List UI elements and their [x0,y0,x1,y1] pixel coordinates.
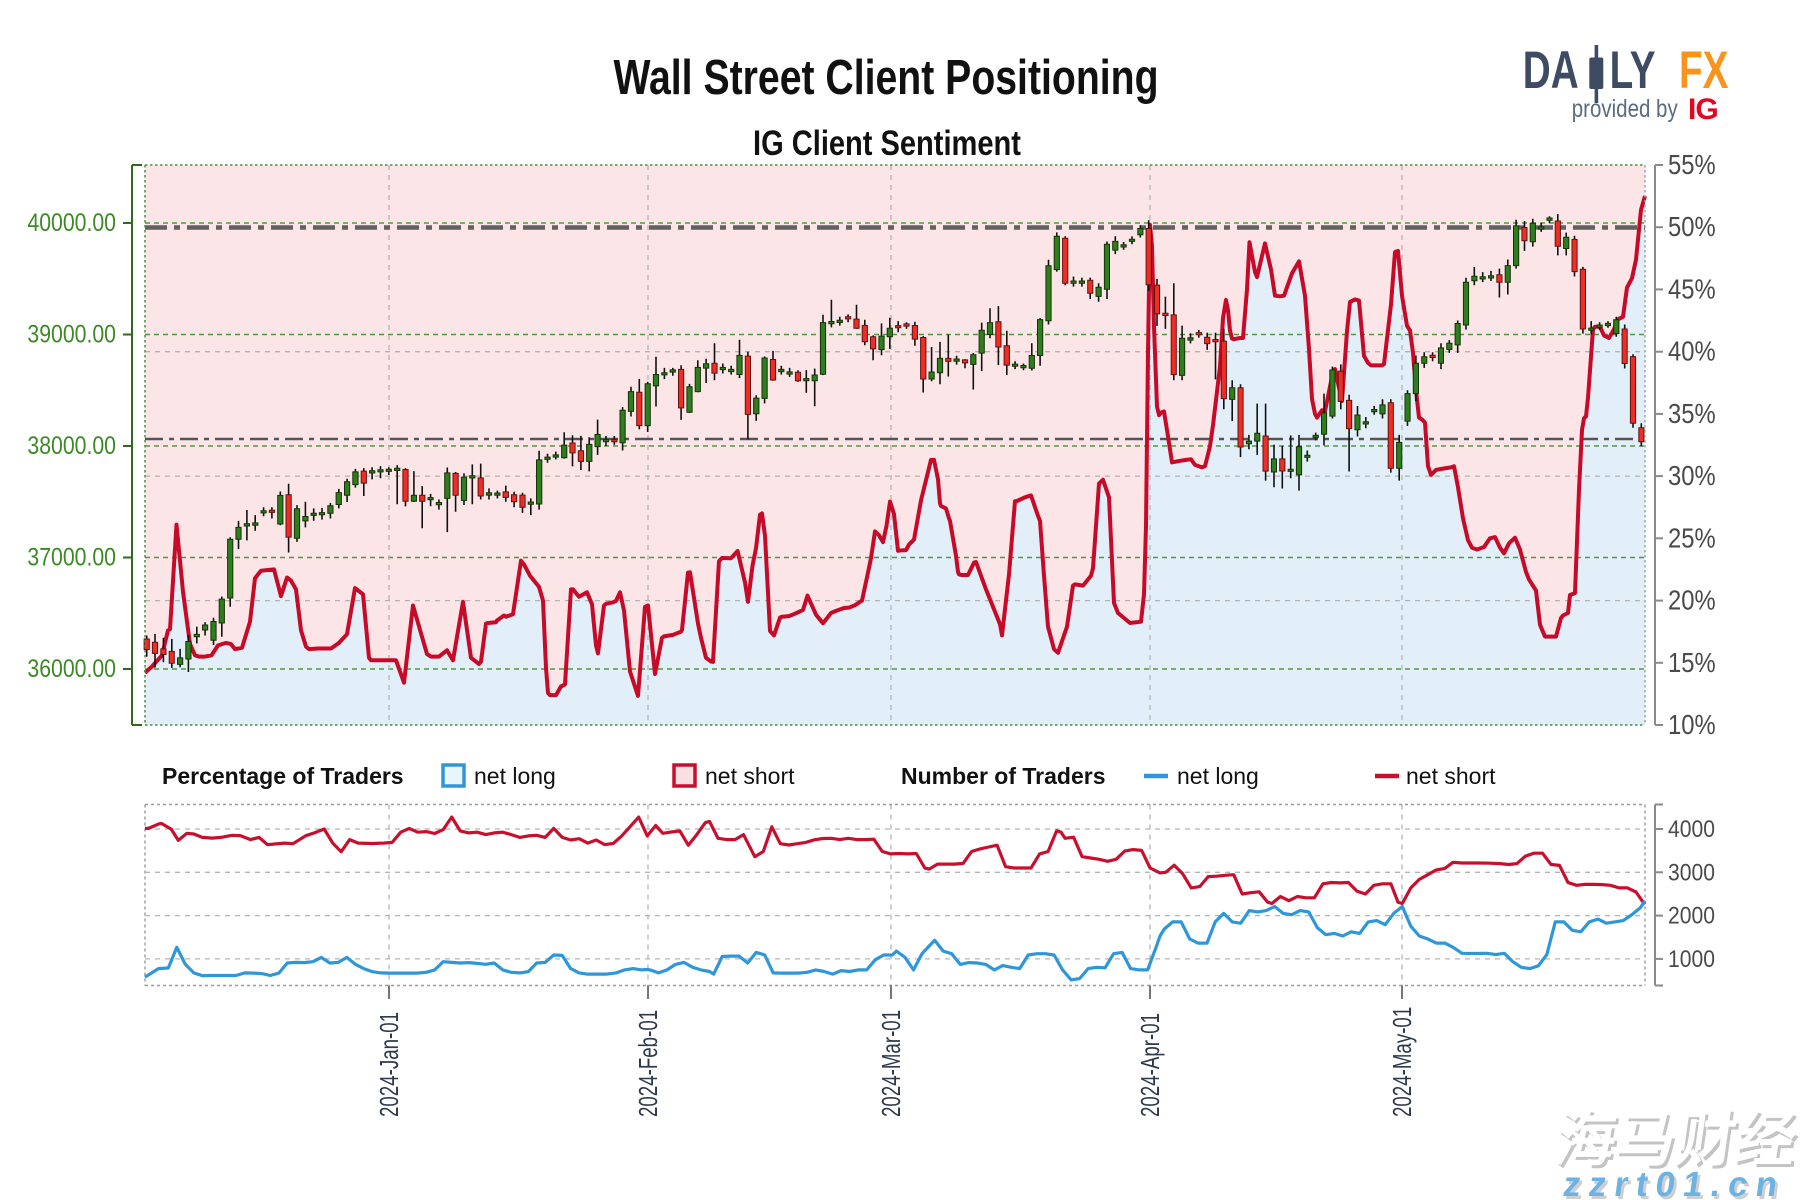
svg-text:2024-Jan-01: 2024-Jan-01 [374,1012,404,1117]
svg-text:35%: 35% [1668,397,1716,429]
svg-text:45%: 45% [1668,273,1716,305]
svg-text:Wall Street Client Positioning: Wall Street Client Positioning [613,51,1158,105]
svg-text:38000.00: 38000.00 [27,431,116,459]
svg-text:zzrt01.cn: zzrt01.cn [1561,1165,1788,1200]
svg-text:1000: 1000 [1668,946,1715,973]
svg-text:zzrt01.cn: zzrt01.cn [1563,1168,1790,1200]
svg-text:25%: 25% [1668,521,1716,553]
svg-text:10%: 10% [1668,708,1716,740]
svg-text:IG: IG [1688,93,1718,126]
svg-text:海马财经: 海马财经 [1551,1105,1800,1173]
svg-text:2024-Mar-01: 2024-Mar-01 [876,1010,906,1117]
svg-text:36000.00: 36000.00 [27,654,116,682]
svg-text:net short: net short [1406,763,1496,789]
svg-text:3000: 3000 [1668,859,1715,886]
svg-text:net long: net long [1177,763,1259,789]
svg-text:37000.00: 37000.00 [27,543,116,571]
svg-text:30%: 30% [1668,459,1716,491]
svg-text:40000.00: 40000.00 [27,208,116,236]
svg-text:IG Client Sentiment: IG Client Sentiment [753,123,1021,162]
svg-text:DA: DA [1523,40,1579,99]
svg-text:net long: net long [474,763,556,789]
svg-text:海马财经: 海马财经 [1554,1108,1800,1176]
svg-text:4000: 4000 [1668,816,1715,843]
svg-text:50%: 50% [1668,210,1716,242]
svg-text:LY: LY [1610,40,1656,99]
svg-text:2024-Feb-01: 2024-Feb-01 [633,1010,663,1117]
svg-text:55%: 55% [1668,148,1716,180]
svg-text:20%: 20% [1668,584,1716,616]
svg-text:2024-Apr-01: 2024-Apr-01 [1135,1013,1165,1117]
svg-text:15%: 15% [1668,646,1716,678]
svg-text:FX: FX [1679,40,1728,99]
svg-text:2024-May-01: 2024-May-01 [1387,1007,1417,1117]
svg-text:Number of Traders: Number of Traders [901,763,1106,789]
svg-text:provided by: provided by [1572,94,1678,122]
svg-text:40%: 40% [1668,335,1716,367]
svg-text:Percentage of Traders: Percentage of Traders [162,763,404,789]
svg-text:net short: net short [705,763,795,789]
svg-text:39000.00: 39000.00 [27,320,116,348]
svg-text:2000: 2000 [1668,902,1715,929]
